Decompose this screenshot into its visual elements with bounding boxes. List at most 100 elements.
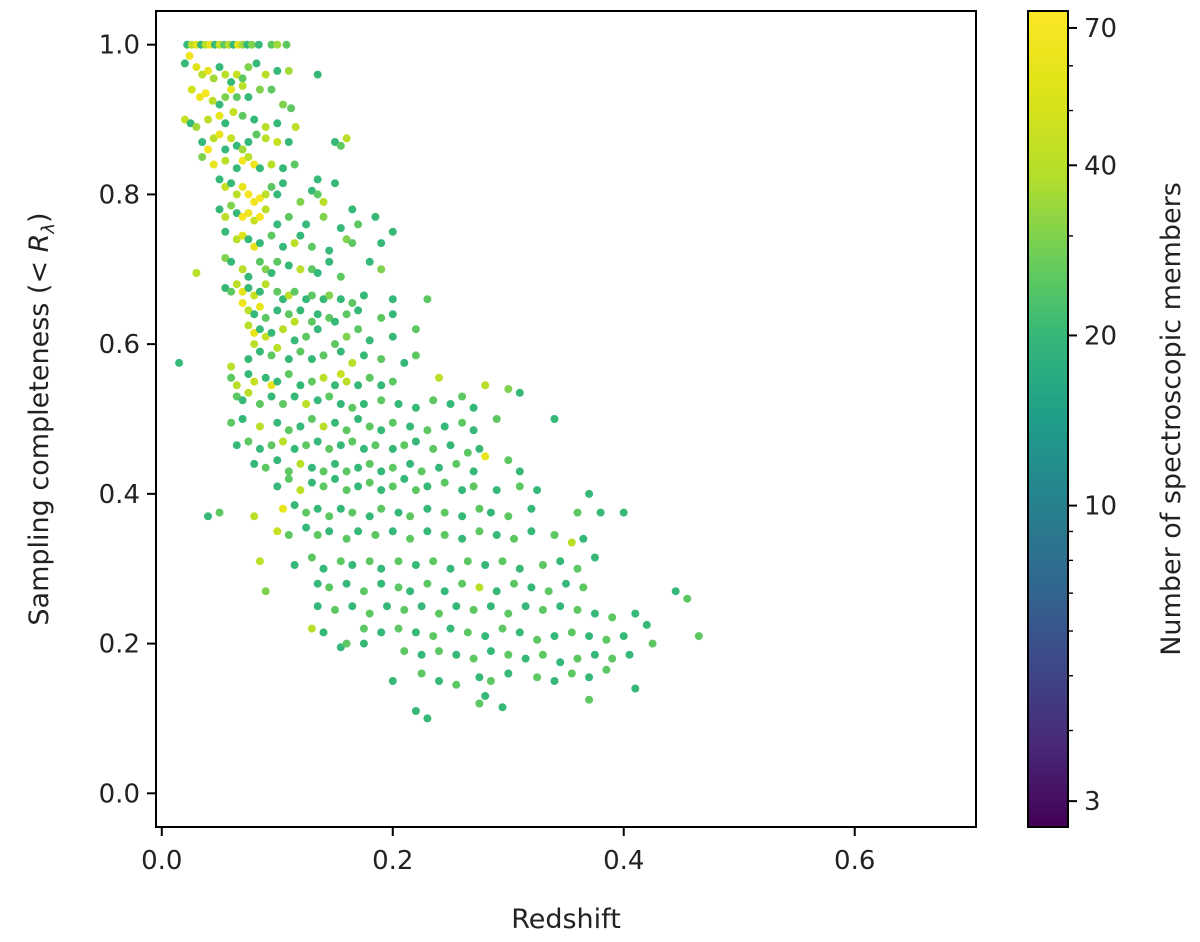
x-tick-label: 0.4 bbox=[603, 846, 644, 876]
data-point bbox=[254, 40, 263, 49]
data-point bbox=[244, 190, 253, 199]
data-point bbox=[261, 587, 270, 596]
data-point bbox=[388, 677, 397, 685]
data-point bbox=[250, 242, 259, 251]
data-point bbox=[221, 254, 230, 262]
data-point bbox=[354, 482, 363, 491]
data-point bbox=[377, 486, 386, 495]
y-tick-label: 0.8 bbox=[99, 180, 140, 210]
data-point bbox=[307, 377, 316, 386]
data-point bbox=[388, 482, 397, 491]
data-point bbox=[365, 512, 374, 521]
data-point bbox=[348, 561, 357, 569]
colorbar-tick-label: 40 bbox=[1084, 151, 1117, 181]
data-point bbox=[348, 358, 357, 367]
data-point bbox=[423, 579, 432, 588]
data-point bbox=[573, 508, 582, 517]
data-point bbox=[319, 295, 328, 304]
data-point bbox=[227, 362, 236, 371]
data-point bbox=[504, 385, 513, 394]
data-point bbox=[221, 119, 230, 128]
data-point bbox=[313, 396, 322, 405]
data-point bbox=[273, 456, 282, 465]
data-point bbox=[307, 291, 316, 300]
data-point bbox=[232, 190, 241, 199]
data-point bbox=[440, 531, 449, 539]
data-point bbox=[400, 647, 409, 656]
data-point bbox=[515, 467, 524, 476]
data-point bbox=[452, 650, 461, 659]
data-point bbox=[279, 437, 287, 446]
data-point bbox=[296, 422, 305, 431]
data-point bbox=[400, 358, 409, 367]
y-axis-label: Sampling completeness (< Rλ) bbox=[24, 212, 59, 625]
data-point bbox=[590, 650, 599, 659]
data-point bbox=[221, 93, 230, 102]
y-tick-label: 0.0 bbox=[99, 779, 140, 809]
data-point bbox=[232, 93, 241, 102]
data-point bbox=[238, 231, 247, 240]
data-point bbox=[255, 257, 264, 266]
data-point bbox=[469, 654, 478, 663]
data-point bbox=[510, 579, 518, 588]
data-point bbox=[279, 164, 287, 173]
data-point bbox=[590, 609, 599, 618]
colorbar-label: Number of spectroscopic members bbox=[1156, 182, 1187, 656]
data-point bbox=[250, 328, 259, 337]
data-point bbox=[204, 66, 212, 75]
data-point bbox=[261, 134, 270, 143]
data-point bbox=[348, 437, 357, 446]
data-point bbox=[273, 66, 282, 75]
data-point bbox=[365, 609, 374, 618]
data-point bbox=[244, 388, 253, 397]
y-tick-label: 1.0 bbox=[99, 31, 140, 61]
data-point bbox=[284, 355, 293, 364]
colorbar-tick-label: 3 bbox=[1084, 787, 1101, 817]
data-point bbox=[411, 403, 420, 412]
data-point bbox=[365, 459, 374, 468]
data-point bbox=[331, 418, 339, 427]
data-point bbox=[319, 373, 328, 382]
data-point bbox=[411, 707, 420, 715]
data-point bbox=[267, 182, 276, 191]
data-point bbox=[227, 134, 236, 143]
data-point bbox=[533, 486, 542, 495]
data-point bbox=[232, 235, 241, 244]
data-point bbox=[250, 377, 259, 386]
data-point bbox=[694, 632, 703, 641]
data-point bbox=[180, 59, 189, 68]
data-point bbox=[631, 684, 640, 693]
data-point bbox=[486, 647, 495, 656]
data-point bbox=[371, 212, 380, 221]
plot-frame bbox=[155, 10, 977, 828]
data-point bbox=[440, 478, 449, 487]
data-point bbox=[342, 467, 351, 476]
data-point bbox=[481, 381, 490, 390]
data-point bbox=[290, 160, 299, 169]
data-point bbox=[406, 534, 415, 543]
data-point bbox=[238, 415, 247, 423]
data-point bbox=[510, 534, 518, 543]
data-point bbox=[244, 272, 253, 281]
data-point bbox=[435, 373, 443, 382]
data-point bbox=[290, 239, 299, 248]
data-point bbox=[319, 197, 328, 206]
data-point bbox=[359, 400, 368, 408]
x-tick-label: 0.0 bbox=[141, 846, 182, 876]
data-point bbox=[319, 212, 328, 221]
data-point bbox=[284, 474, 293, 483]
data-point bbox=[284, 66, 293, 75]
data-point bbox=[331, 605, 339, 614]
data-point bbox=[348, 205, 357, 214]
data-point bbox=[336, 370, 345, 379]
data-point bbox=[388, 332, 397, 341]
data-point bbox=[244, 63, 253, 72]
data-point bbox=[325, 583, 334, 592]
data-point bbox=[319, 467, 328, 476]
data-point bbox=[284, 291, 293, 300]
data-point bbox=[406, 459, 415, 468]
data-point bbox=[469, 403, 478, 412]
data-point bbox=[198, 138, 207, 146]
data-point bbox=[423, 295, 432, 304]
data-point bbox=[255, 194, 264, 203]
